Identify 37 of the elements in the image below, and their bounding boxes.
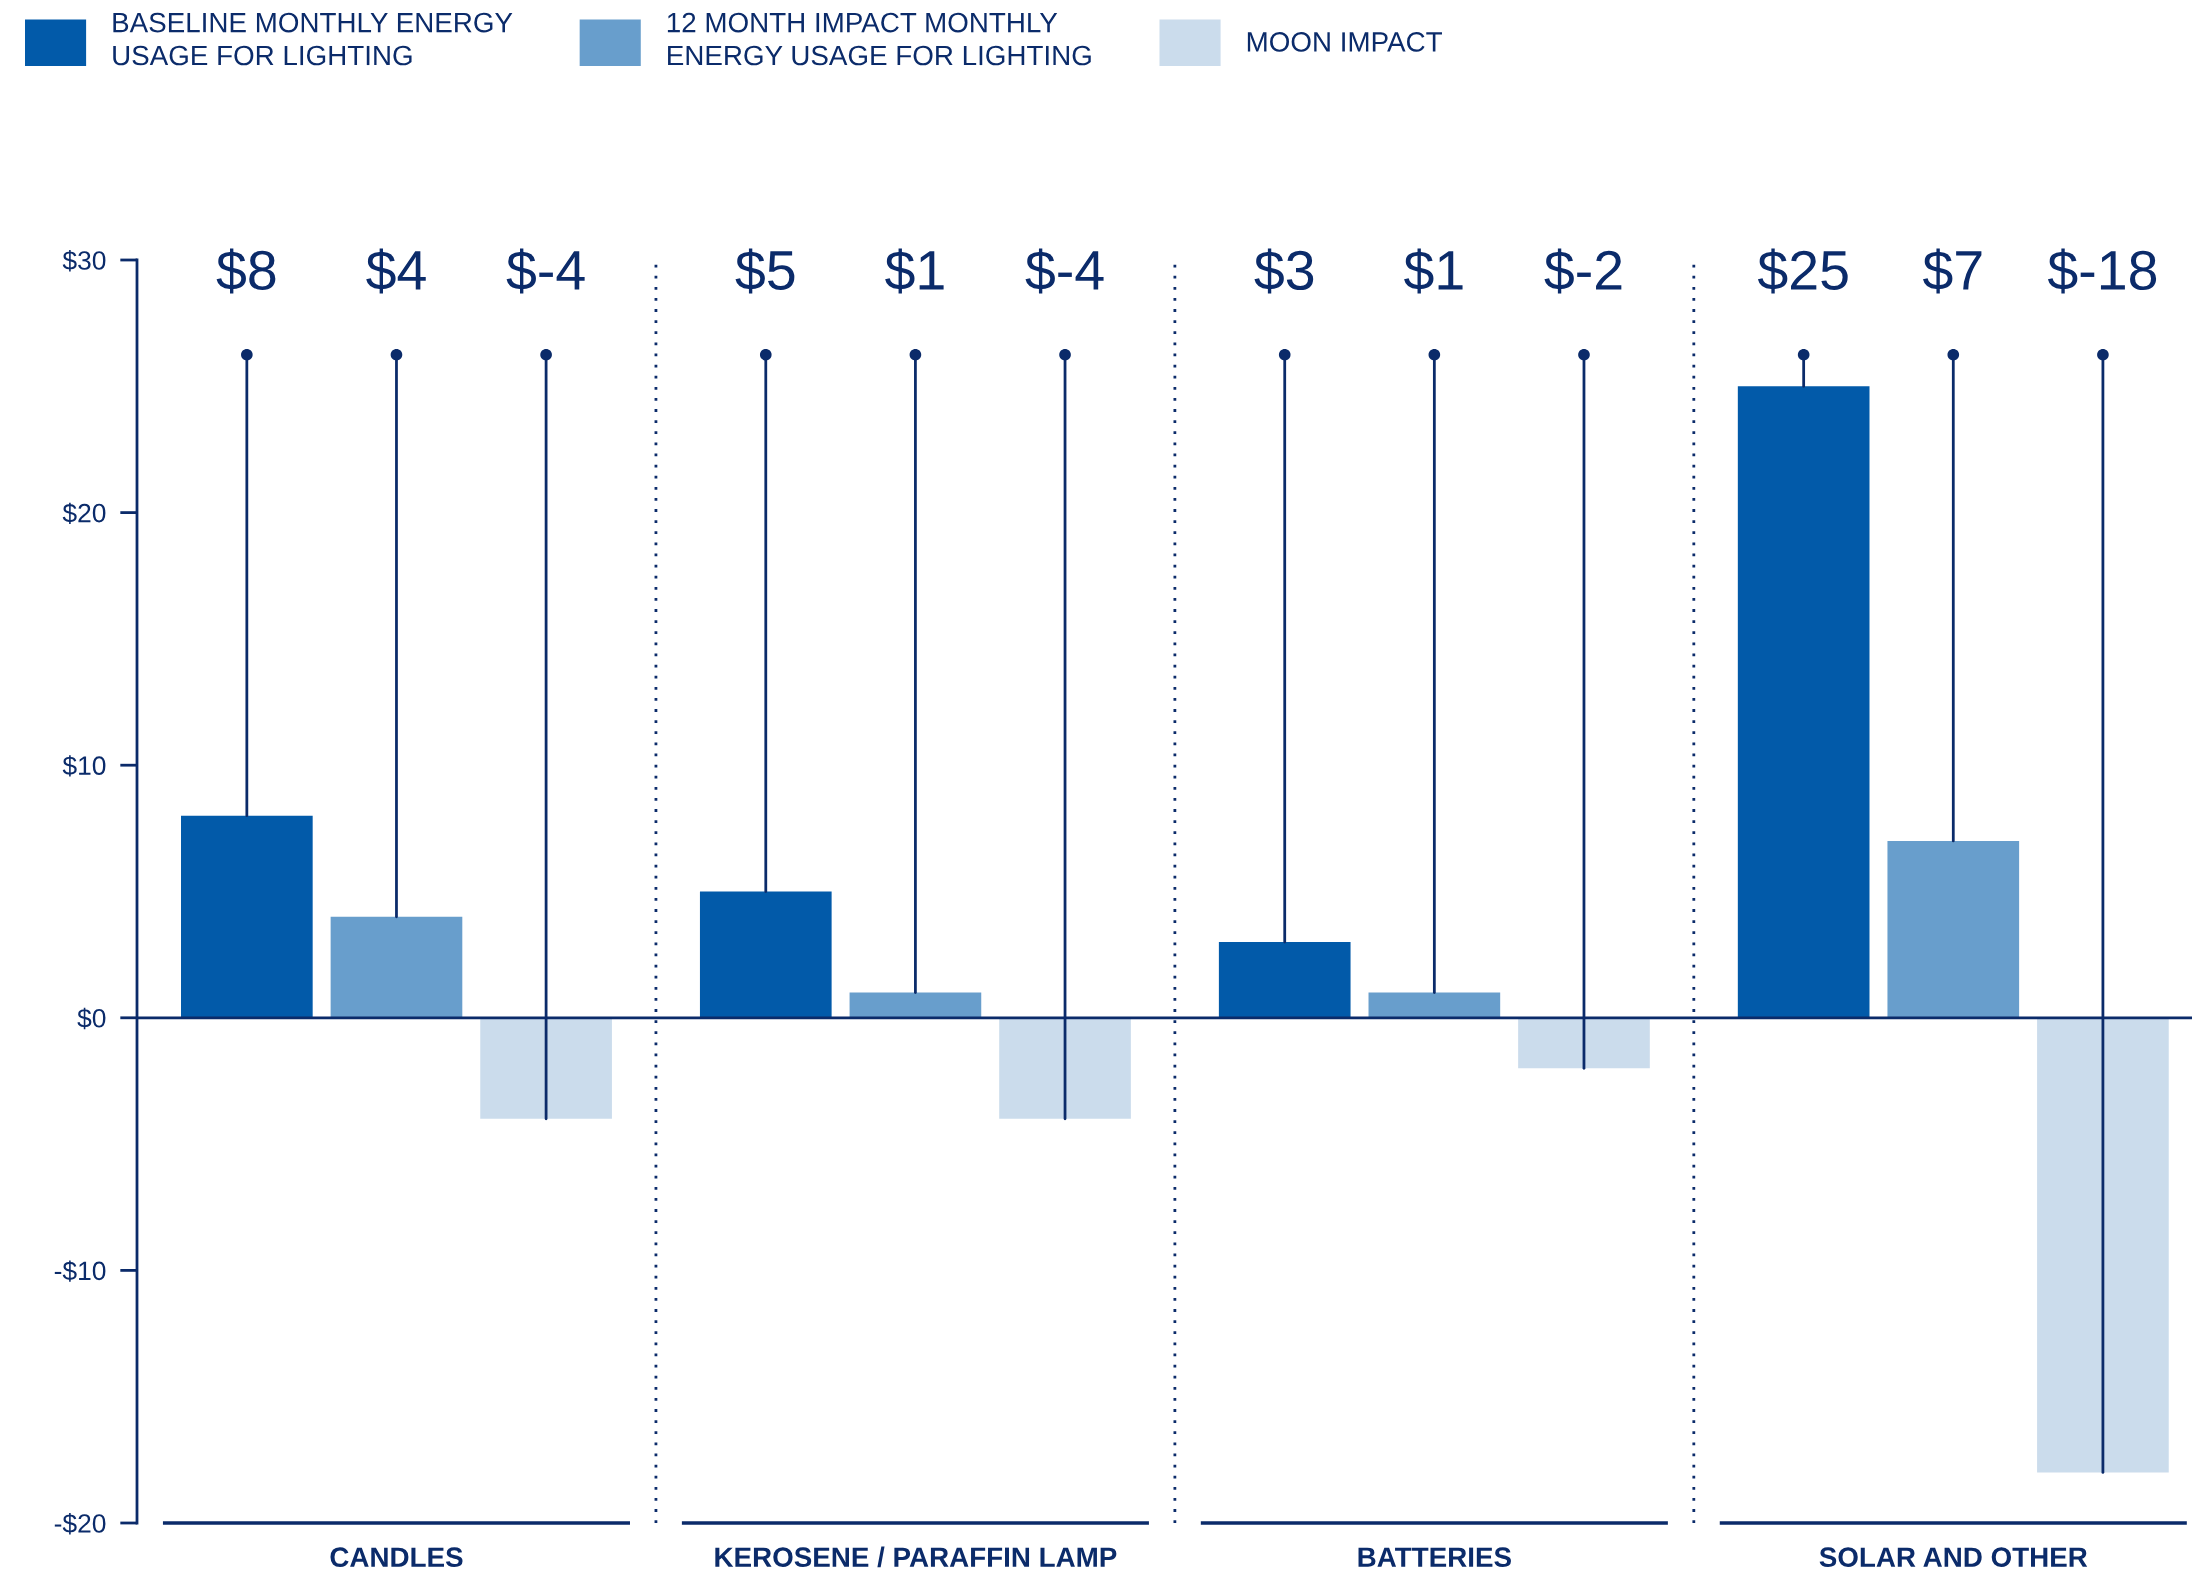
data-label: $-2 (1544, 248, 1622, 294)
data-label: $5 (735, 248, 795, 294)
bar (1887, 840, 2020, 1018)
y-tick-label: -$10 (54, 1260, 106, 1282)
x-tick-label: CANDLES (330, 1547, 463, 1568)
data-label: $-18 (2047, 248, 2157, 294)
y-tick-label: -$20 (54, 1513, 106, 1535)
data-label: $8 (216, 248, 276, 294)
data-label: $7 (1922, 248, 1982, 294)
bar (999, 1017, 1131, 1119)
bar (699, 891, 832, 1018)
data-label: $3 (1254, 248, 1314, 294)
data-label: $1 (1404, 248, 1463, 294)
data-label: $25 (1757, 248, 1848, 294)
x-tick-label: SOLAR AND OTHER (1819, 1547, 2088, 1568)
y-tick-label: $0 (77, 1007, 106, 1030)
x-tick-label: BATTERIES (1358, 1547, 1511, 1568)
legend-label: 12 MONTH IMPACT MONTHLY ENERGY USAGE FOR LIGHTING (667, 12, 1091, 66)
bar (1368, 992, 1501, 1018)
bar (1218, 942, 1351, 1018)
y-tick-label: $30 (62, 250, 106, 272)
y-tick-label: $20 (62, 502, 106, 524)
legend-label: MOON IMPACT (1247, 32, 1442, 52)
y-tick-label: $10 (62, 755, 106, 777)
bar (849, 992, 982, 1018)
legend-label: BASELINE MONTHLY ENERGY USAGE FOR LIGHTING (113, 12, 513, 66)
data-label: $4 (366, 248, 426, 294)
data-label: $-4 (506, 248, 585, 294)
bar (181, 815, 313, 1018)
bar (1518, 1017, 1650, 1069)
bar (330, 916, 463, 1018)
bar (1737, 386, 1870, 1018)
bar (2037, 1017, 2169, 1473)
x-tick-label: KEROSENE / PARAFFIN LAMP (715, 1546, 1117, 1568)
bar (480, 1017, 612, 1119)
data-label: $-4 (1025, 248, 1104, 294)
data-label: $1 (885, 248, 944, 294)
